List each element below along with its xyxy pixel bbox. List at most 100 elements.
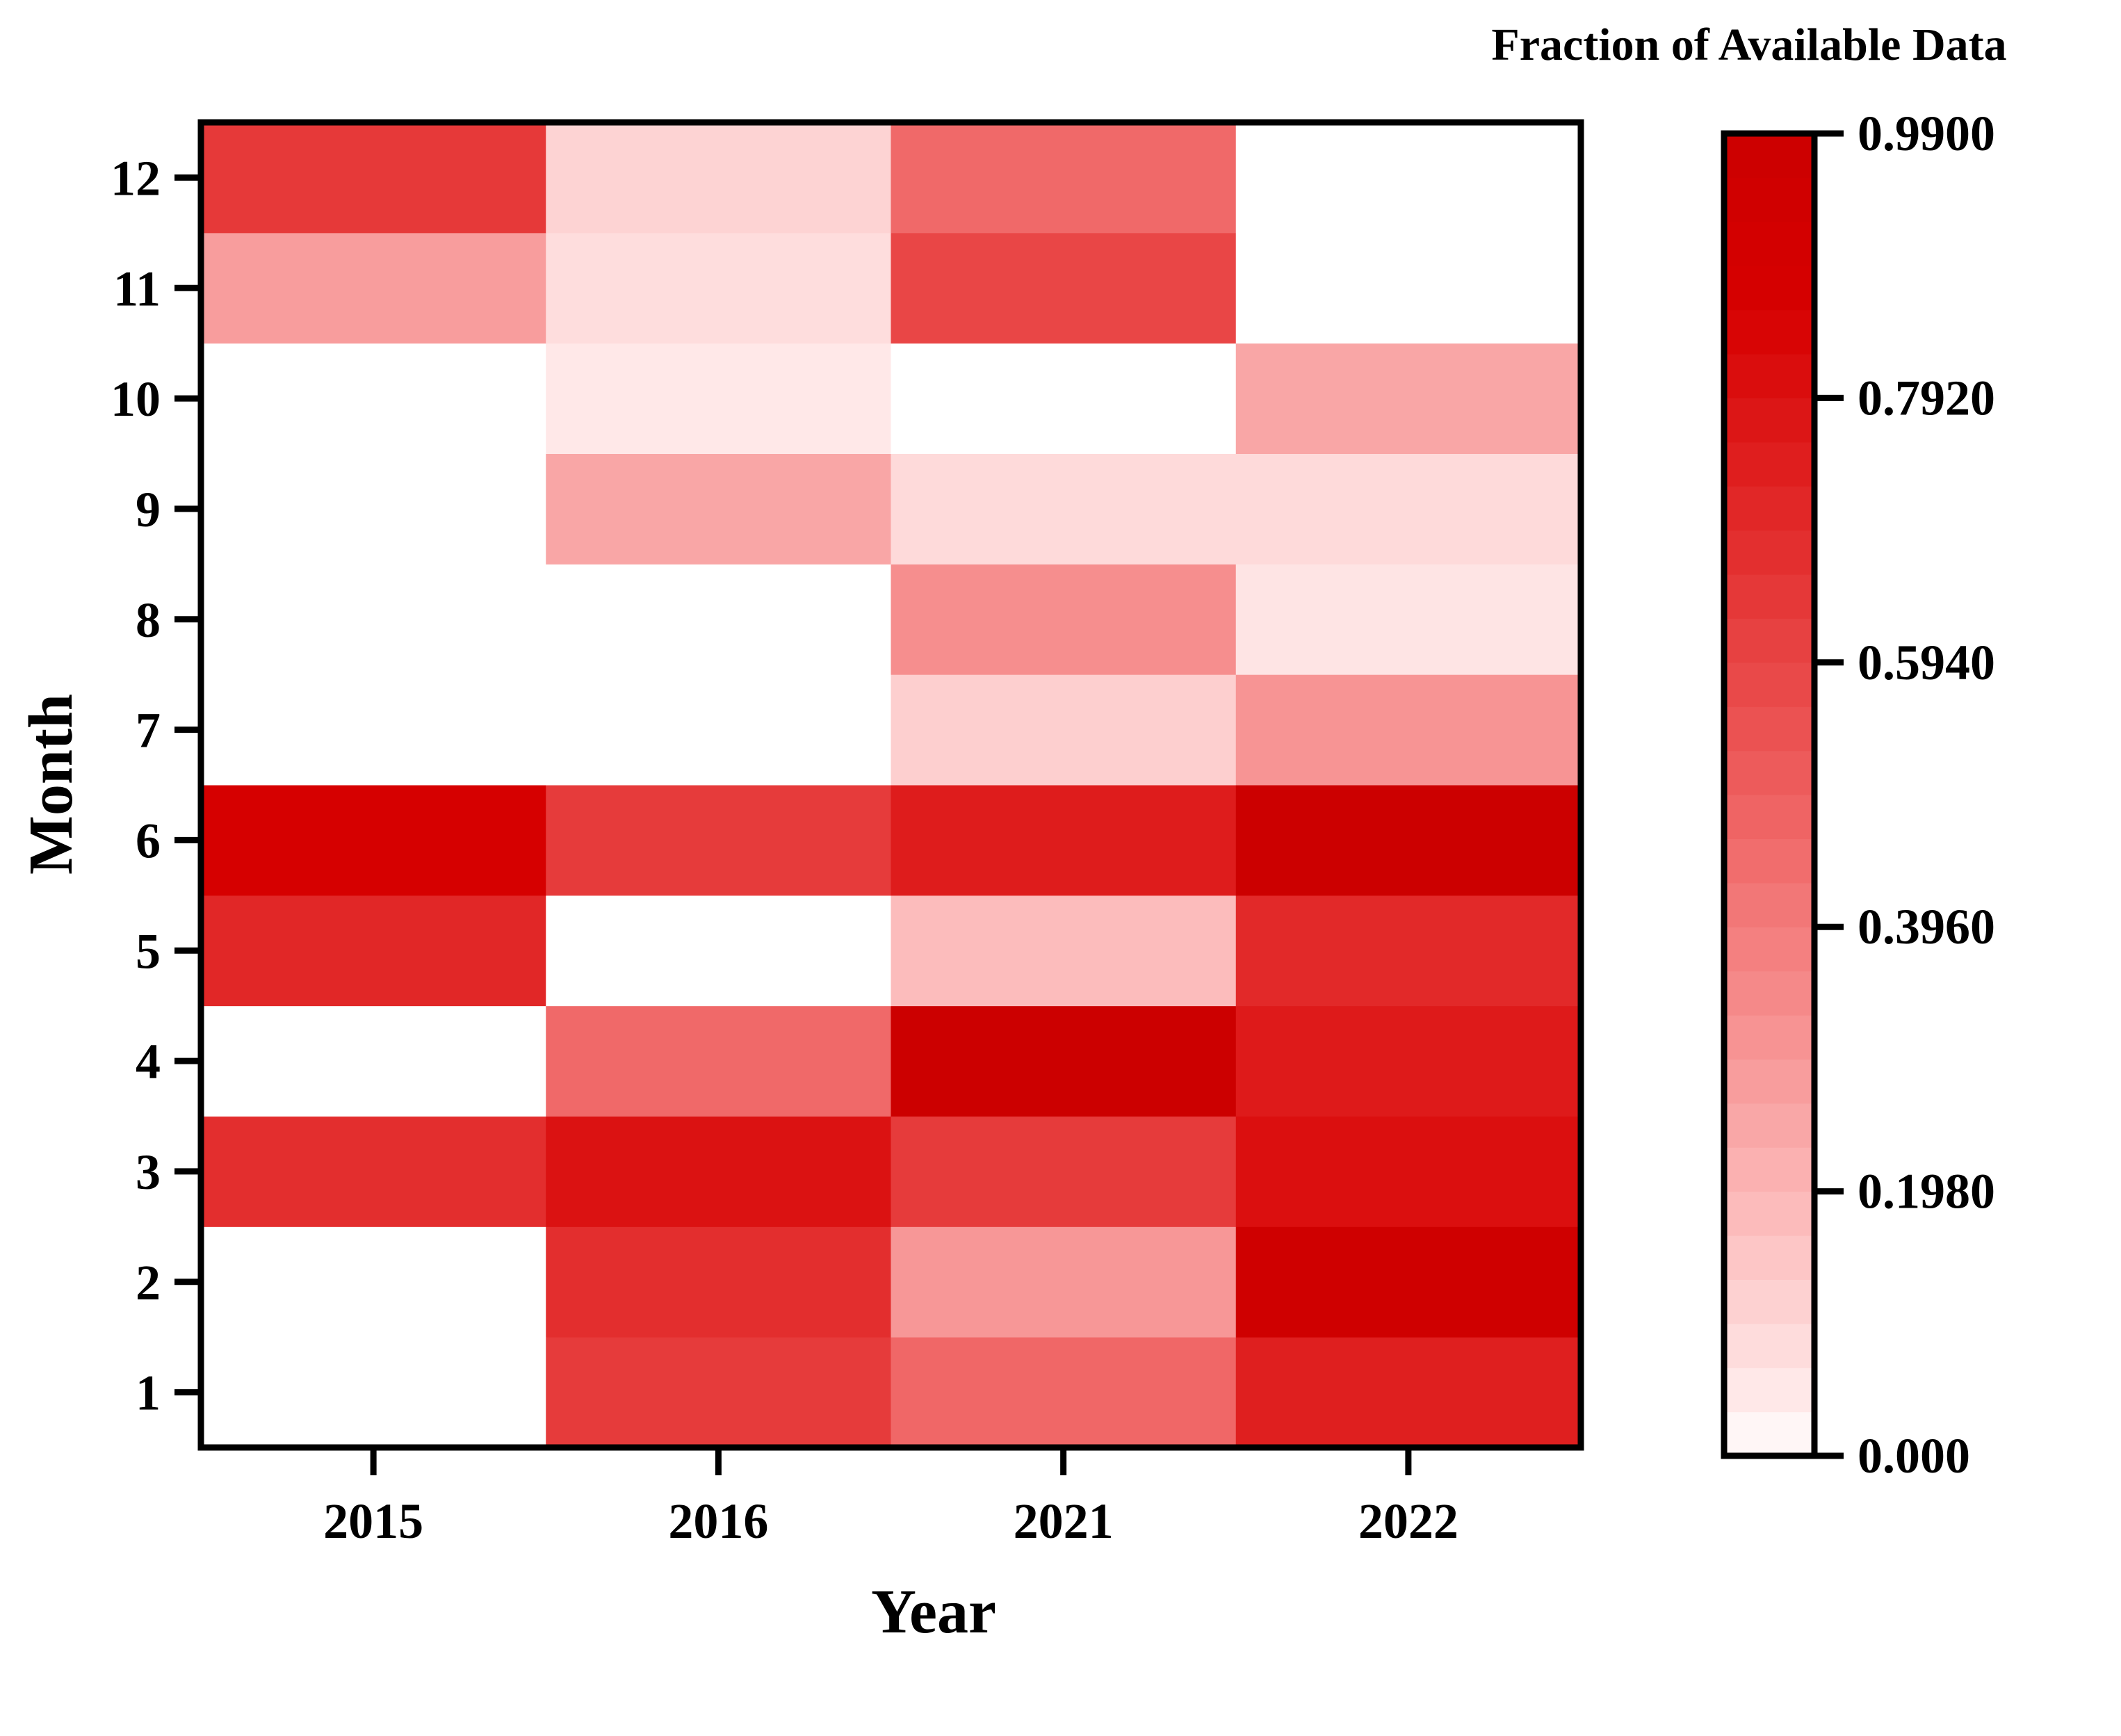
colorbar-level	[1724, 133, 1814, 178]
heatmap-cell-2022-m9	[1235, 453, 1582, 565]
colorbar-level	[1724, 221, 1814, 266]
colorbar-level	[1724, 1411, 1814, 1457]
y-tick-label: 7	[136, 703, 161, 759]
y-tick-label: 2	[136, 1255, 161, 1311]
colorbar-level	[1724, 838, 1814, 884]
colorbar-level	[1724, 1147, 1814, 1192]
x-tick-label: 2022	[1358, 1493, 1458, 1549]
x-axis-title: Year	[871, 1577, 996, 1646]
heatmap-cell-2015-m2	[201, 1226, 546, 1338]
heatmap-cell-2015-m5	[201, 895, 546, 1007]
heatmap-cell-2016-m4	[546, 1005, 891, 1117]
y-tick-label: 11	[113, 261, 161, 316]
colorbar-level	[1724, 574, 1814, 619]
heatmap-cell-2022-m3	[1235, 1116, 1582, 1227]
colorbar-level	[1724, 1015, 1814, 1060]
colorbar-level	[1724, 177, 1814, 222]
colorbar-level	[1724, 530, 1814, 575]
colorbar-tick-label: 0.1980	[1858, 1164, 1995, 1219]
y-tick-label: 5	[136, 923, 161, 979]
heatmap-cell-2021-m8	[891, 564, 1237, 675]
heatmap-cell-2016-m12	[546, 122, 891, 234]
colorbar-title: Fraction of Available Data	[1491, 19, 2006, 70]
heatmap-cell-2022-m5	[1235, 895, 1582, 1007]
heatmap-cell-2016-m3	[546, 1116, 891, 1227]
heatmap-cell-2015-m1	[201, 1337, 546, 1448]
heatmap-cell-2022-m1	[1235, 1337, 1582, 1448]
heatmap-cell-2015-m12	[201, 122, 546, 234]
heatmap-cell-2015-m4	[201, 1005, 546, 1117]
heatmap-cell-2016-m7	[546, 674, 891, 786]
colorbar-level	[1724, 882, 1814, 927]
heatmap-cell-2016-m11	[546, 232, 891, 344]
heatmap-cell-2022-m8	[1235, 564, 1582, 675]
colorbar-level	[1724, 1279, 1814, 1324]
heatmap-cell-2022-m10	[1235, 343, 1582, 454]
colorbar-level	[1724, 1103, 1814, 1148]
x-tick-label: 2021	[1014, 1493, 1114, 1549]
heatmap-cell-2015-m3	[201, 1116, 546, 1227]
colorbar-tick-label: 0.5940	[1858, 635, 1995, 690]
y-tick-label: 3	[136, 1144, 161, 1200]
heatmap-cell-2021-m7	[891, 674, 1237, 786]
heatmap-cell-2021-m10	[891, 343, 1237, 454]
heatmap-cell-2022-m4	[1235, 1005, 1582, 1117]
colorbar-level	[1724, 706, 1814, 752]
colorbar-level	[1724, 1235, 1814, 1280]
colorbar-level	[1724, 266, 1814, 311]
colorbar-level	[1724, 1323, 1814, 1368]
heatmap-cell-2022-m7	[1235, 674, 1582, 786]
x-tick-label: 2016	[668, 1493, 768, 1549]
heatmap-cell-2021-m2	[891, 1226, 1237, 1338]
colorbar-level	[1724, 398, 1814, 443]
y-tick-label: 12	[111, 150, 161, 206]
colorbar-level	[1724, 309, 1814, 355]
heatmap-cell-2016-m10	[546, 343, 891, 454]
colorbar-tick-label: 0.9900	[1858, 106, 1995, 161]
heatmap-cell-2022-m11	[1235, 232, 1582, 344]
colorbar-level	[1724, 1059, 1814, 1104]
x-tick-label: 2015	[323, 1493, 423, 1549]
heatmap-cell-2016-m1	[546, 1337, 891, 1448]
colorbar-level	[1724, 354, 1814, 398]
heatmap-cell-2015-m10	[201, 343, 546, 454]
heatmap-cell-2015-m8	[201, 564, 546, 675]
colorbar-level	[1724, 1191, 1814, 1236]
colorbar-level	[1724, 795, 1814, 839]
colorbar-tick-label: 0.3960	[1858, 899, 1995, 955]
y-tick-label: 1	[136, 1365, 161, 1421]
colorbar-level	[1724, 971, 1814, 1016]
colorbar-tick-label: 0.7920	[1858, 370, 1995, 425]
y-tick-label: 8	[136, 592, 161, 648]
colorbar-tick-label: 0.000	[1858, 1428, 1970, 1484]
colorbar-level	[1724, 441, 1814, 487]
colorbar-frame	[1721, 130, 1818, 1459]
y-tick-label: 10	[111, 371, 161, 427]
heatmap-cell-2021-m5	[891, 895, 1237, 1007]
y-tick-label: 6	[136, 813, 161, 868]
heatmap-cell-2016-m6	[546, 785, 891, 896]
heatmap-cell-2016-m8	[546, 564, 891, 675]
heatmap-cell-2016-m5	[546, 895, 891, 1007]
heatmap-cell-2015-m7	[201, 674, 546, 786]
colorbar-level	[1724, 1368, 1814, 1413]
plot-frame	[197, 119, 1584, 1451]
heatmap-cell-2021-m6	[891, 785, 1237, 896]
heatmap-cell-2016-m2	[546, 1226, 891, 1338]
y-axis-title: Month	[17, 694, 86, 875]
heatmap-cell-2021-m11	[891, 232, 1237, 344]
heatmap-cell-2021-m3	[891, 1116, 1237, 1227]
colorbar: 0.000 0.1980 0.3960 0.5940 0.7920 0.9900	[1721, 106, 1995, 1484]
colorbar-level	[1724, 662, 1814, 707]
heatmap-cell-2022-m12	[1235, 122, 1582, 234]
heatmap-cell-2015-m6	[201, 785, 546, 896]
x-axis: 2015 2016 2021 2022	[323, 1447, 1458, 1549]
heatmap-cell-2021-m1	[891, 1337, 1237, 1448]
heatmap-cell-2021-m9	[891, 453, 1237, 565]
heatmap-cell-2016-m9	[546, 453, 891, 565]
heatmap-cell-2022-m6	[1235, 785, 1582, 896]
colorbar-level	[1724, 927, 1814, 972]
heatmap-cell-2015-m9	[201, 453, 546, 565]
